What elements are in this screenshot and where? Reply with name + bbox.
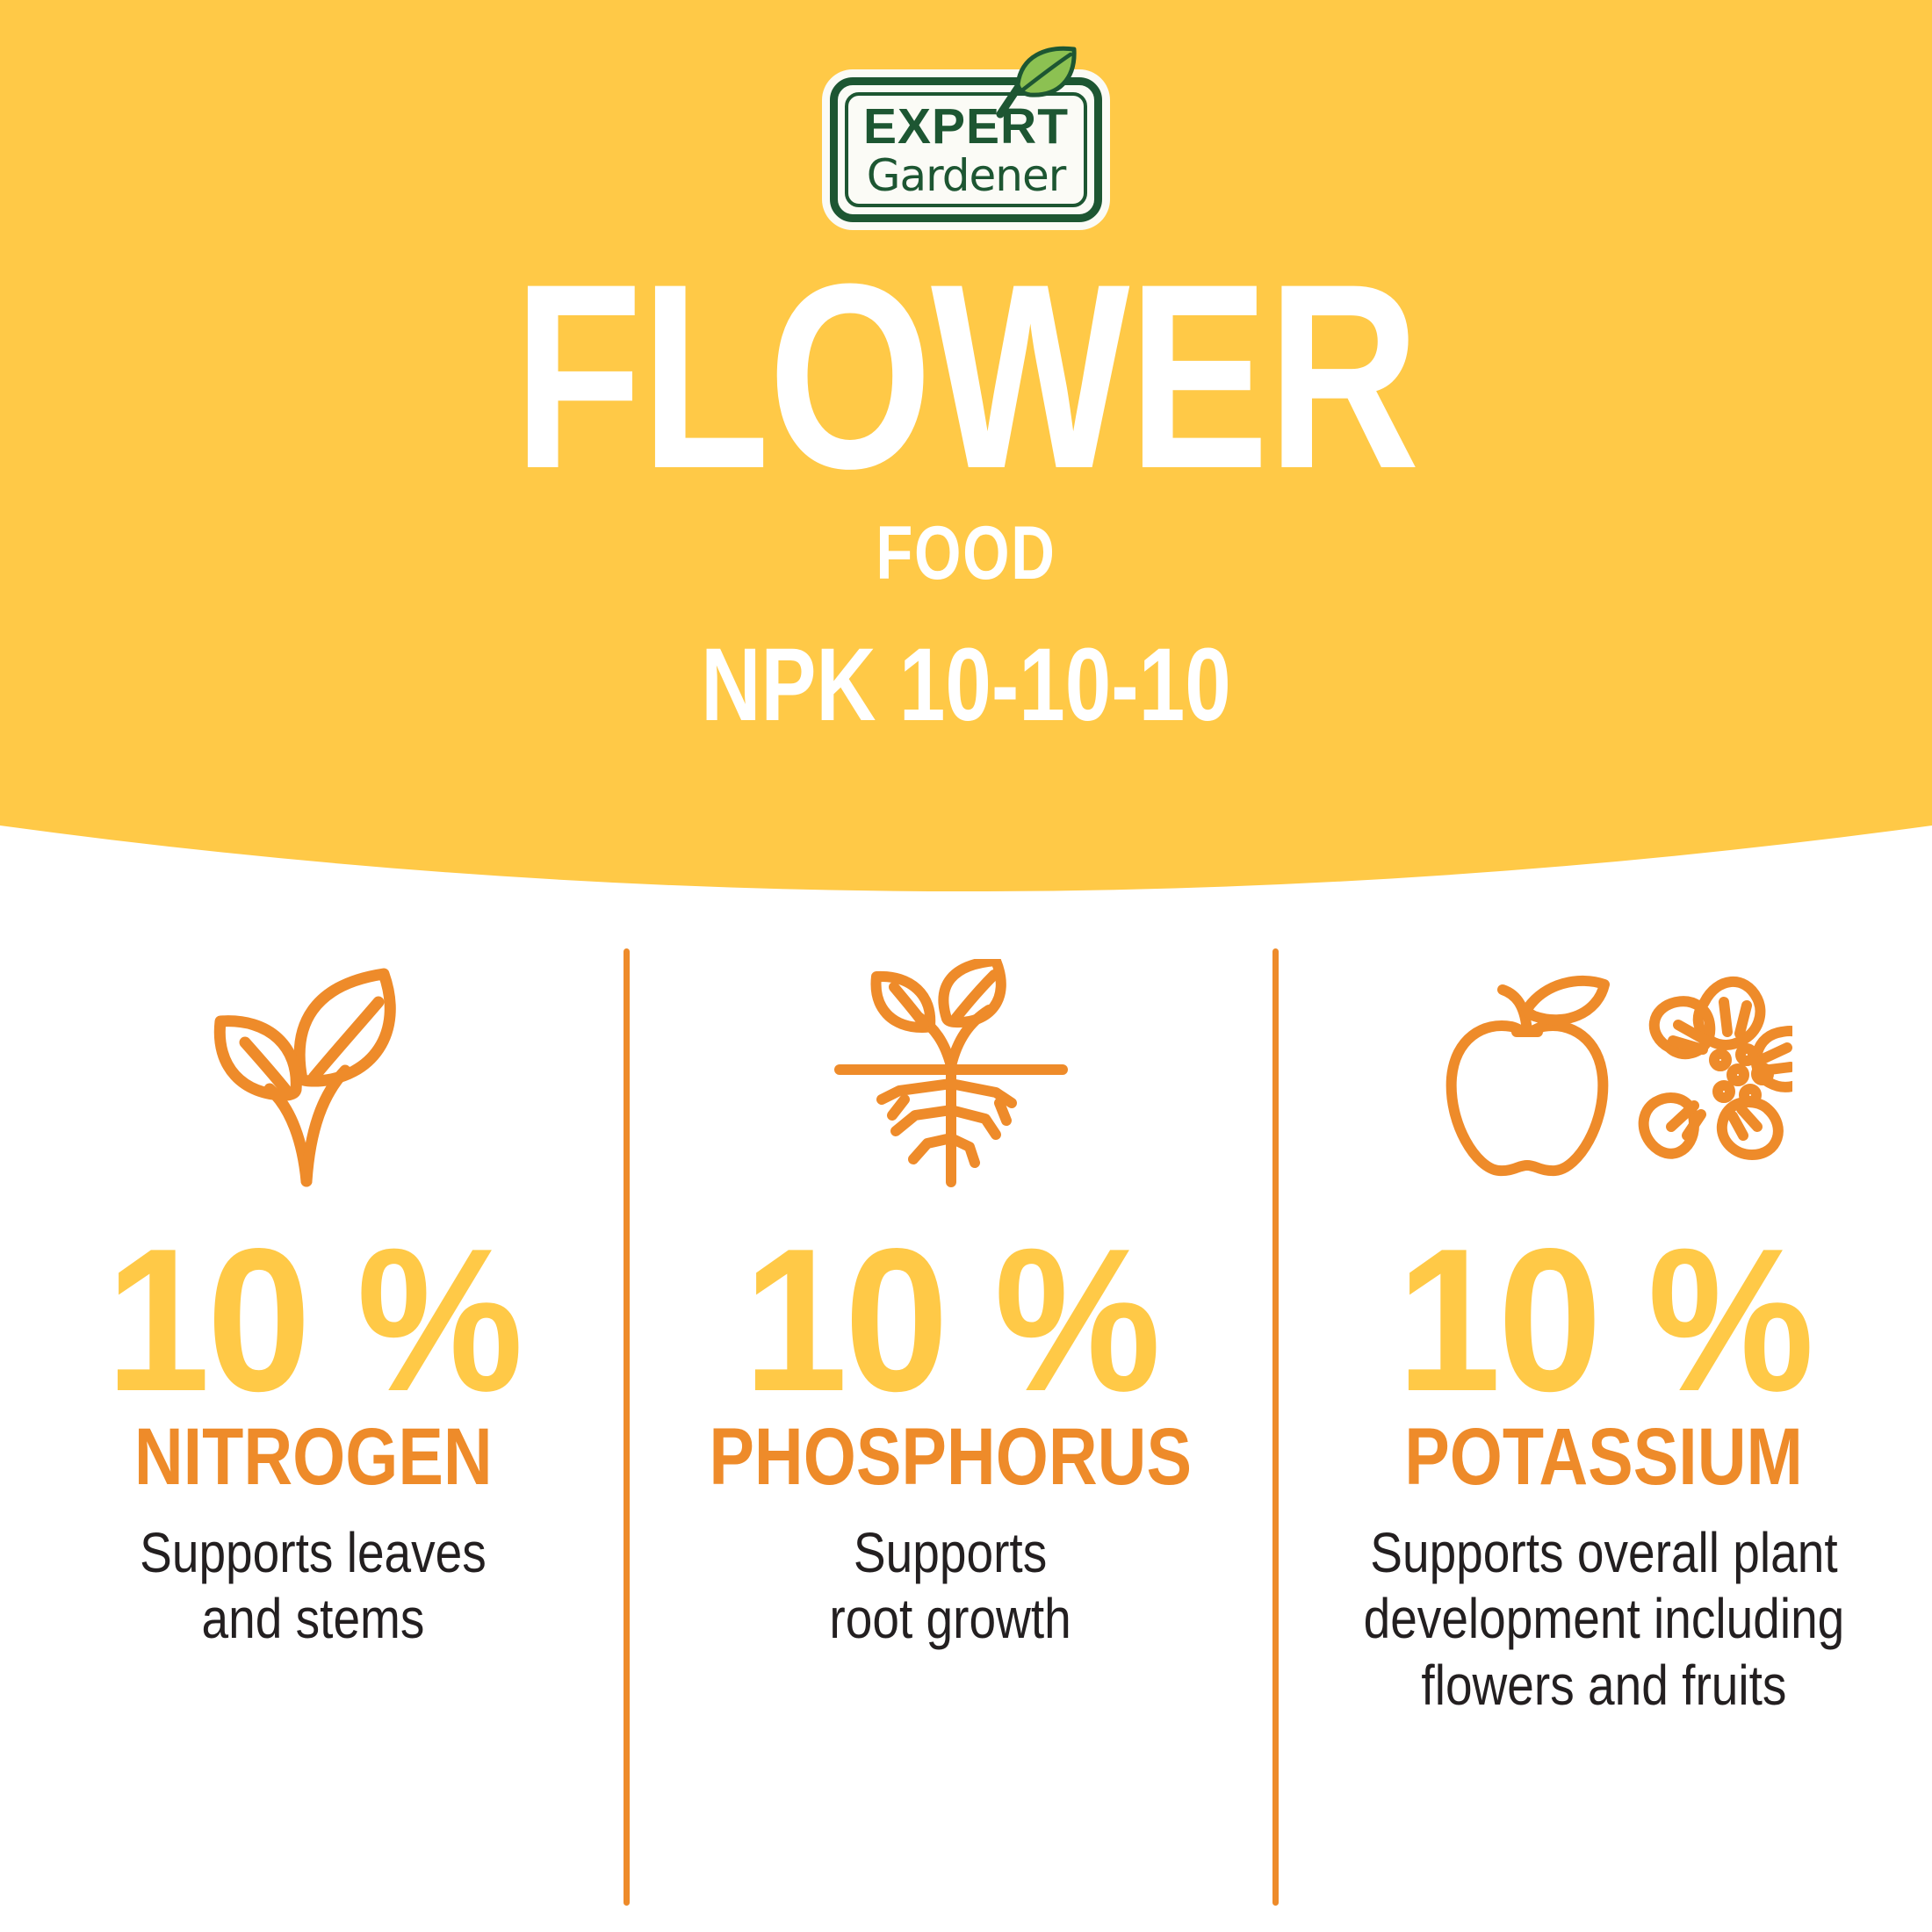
nutrient-column-potassium: 10 % POTASSIUM Supports overall plant de… <box>1275 931 1932 1932</box>
potassium-percent: 10 % <box>1396 1207 1813 1434</box>
header-curve-shape <box>0 0 1932 891</box>
phosphorus-label: PHOSPHORUS <box>709 1411 1193 1502</box>
nitrogen-description: Supports leaves and stems <box>140 1520 487 1651</box>
sprout-leaves-icon <box>213 968 396 1187</box>
plant-roots-icon <box>833 959 1068 1187</box>
logo-text-block: EXPERT Gardener <box>830 77 1102 222</box>
nutrient-column-nitrogen: 10 % NITROGEN Supports leaves and stems <box>0 931 626 1932</box>
potassium-icon-box <box>1415 941 1792 1214</box>
nitrogen-label: NITROGEN <box>133 1411 493 1502</box>
header-content: EXPERT Gardener FLOWER FOOD NPK 10-10-10 <box>0 0 1932 737</box>
logo-gardener-text: Gardener <box>866 150 1067 201</box>
phosphorus-icon-box <box>824 941 1078 1214</box>
column-divider-1 <box>624 948 630 1906</box>
nutrient-columns: 10 % NITROGEN Supports leaves and stems <box>0 931 1932 1932</box>
logo-expert-text: EXPERT <box>862 98 1070 155</box>
brand-logo[interactable]: EXPERT Gardener <box>830 46 1102 222</box>
phosphorus-percent: 10 % <box>743 1207 1161 1434</box>
leaf-icon <box>996 46 1077 119</box>
npk-ratio-label: NPK 10-10-10 <box>701 627 1231 743</box>
potassium-description: Supports overall plant development inclu… <box>1363 1520 1844 1717</box>
potassium-label: POTASSIUM <box>1404 1411 1803 1502</box>
nutrient-column-phosphorus: 10 % PHOSPHORUS Supports root growth <box>626 931 1275 1932</box>
nitrogen-icon-box <box>182 941 445 1214</box>
apple-flower-icon <box>1445 975 1792 1177</box>
nitrogen-percent: 10 % <box>105 1207 523 1434</box>
page-title: FLOWER <box>513 228 1420 523</box>
logo-plate <box>830 77 1102 222</box>
header-background-band <box>0 0 1932 913</box>
column-divider-2 <box>1272 948 1279 1906</box>
page-subtitle: FOOD <box>876 511 1056 595</box>
phosphorus-description: Supports root growth <box>829 1520 1072 1651</box>
